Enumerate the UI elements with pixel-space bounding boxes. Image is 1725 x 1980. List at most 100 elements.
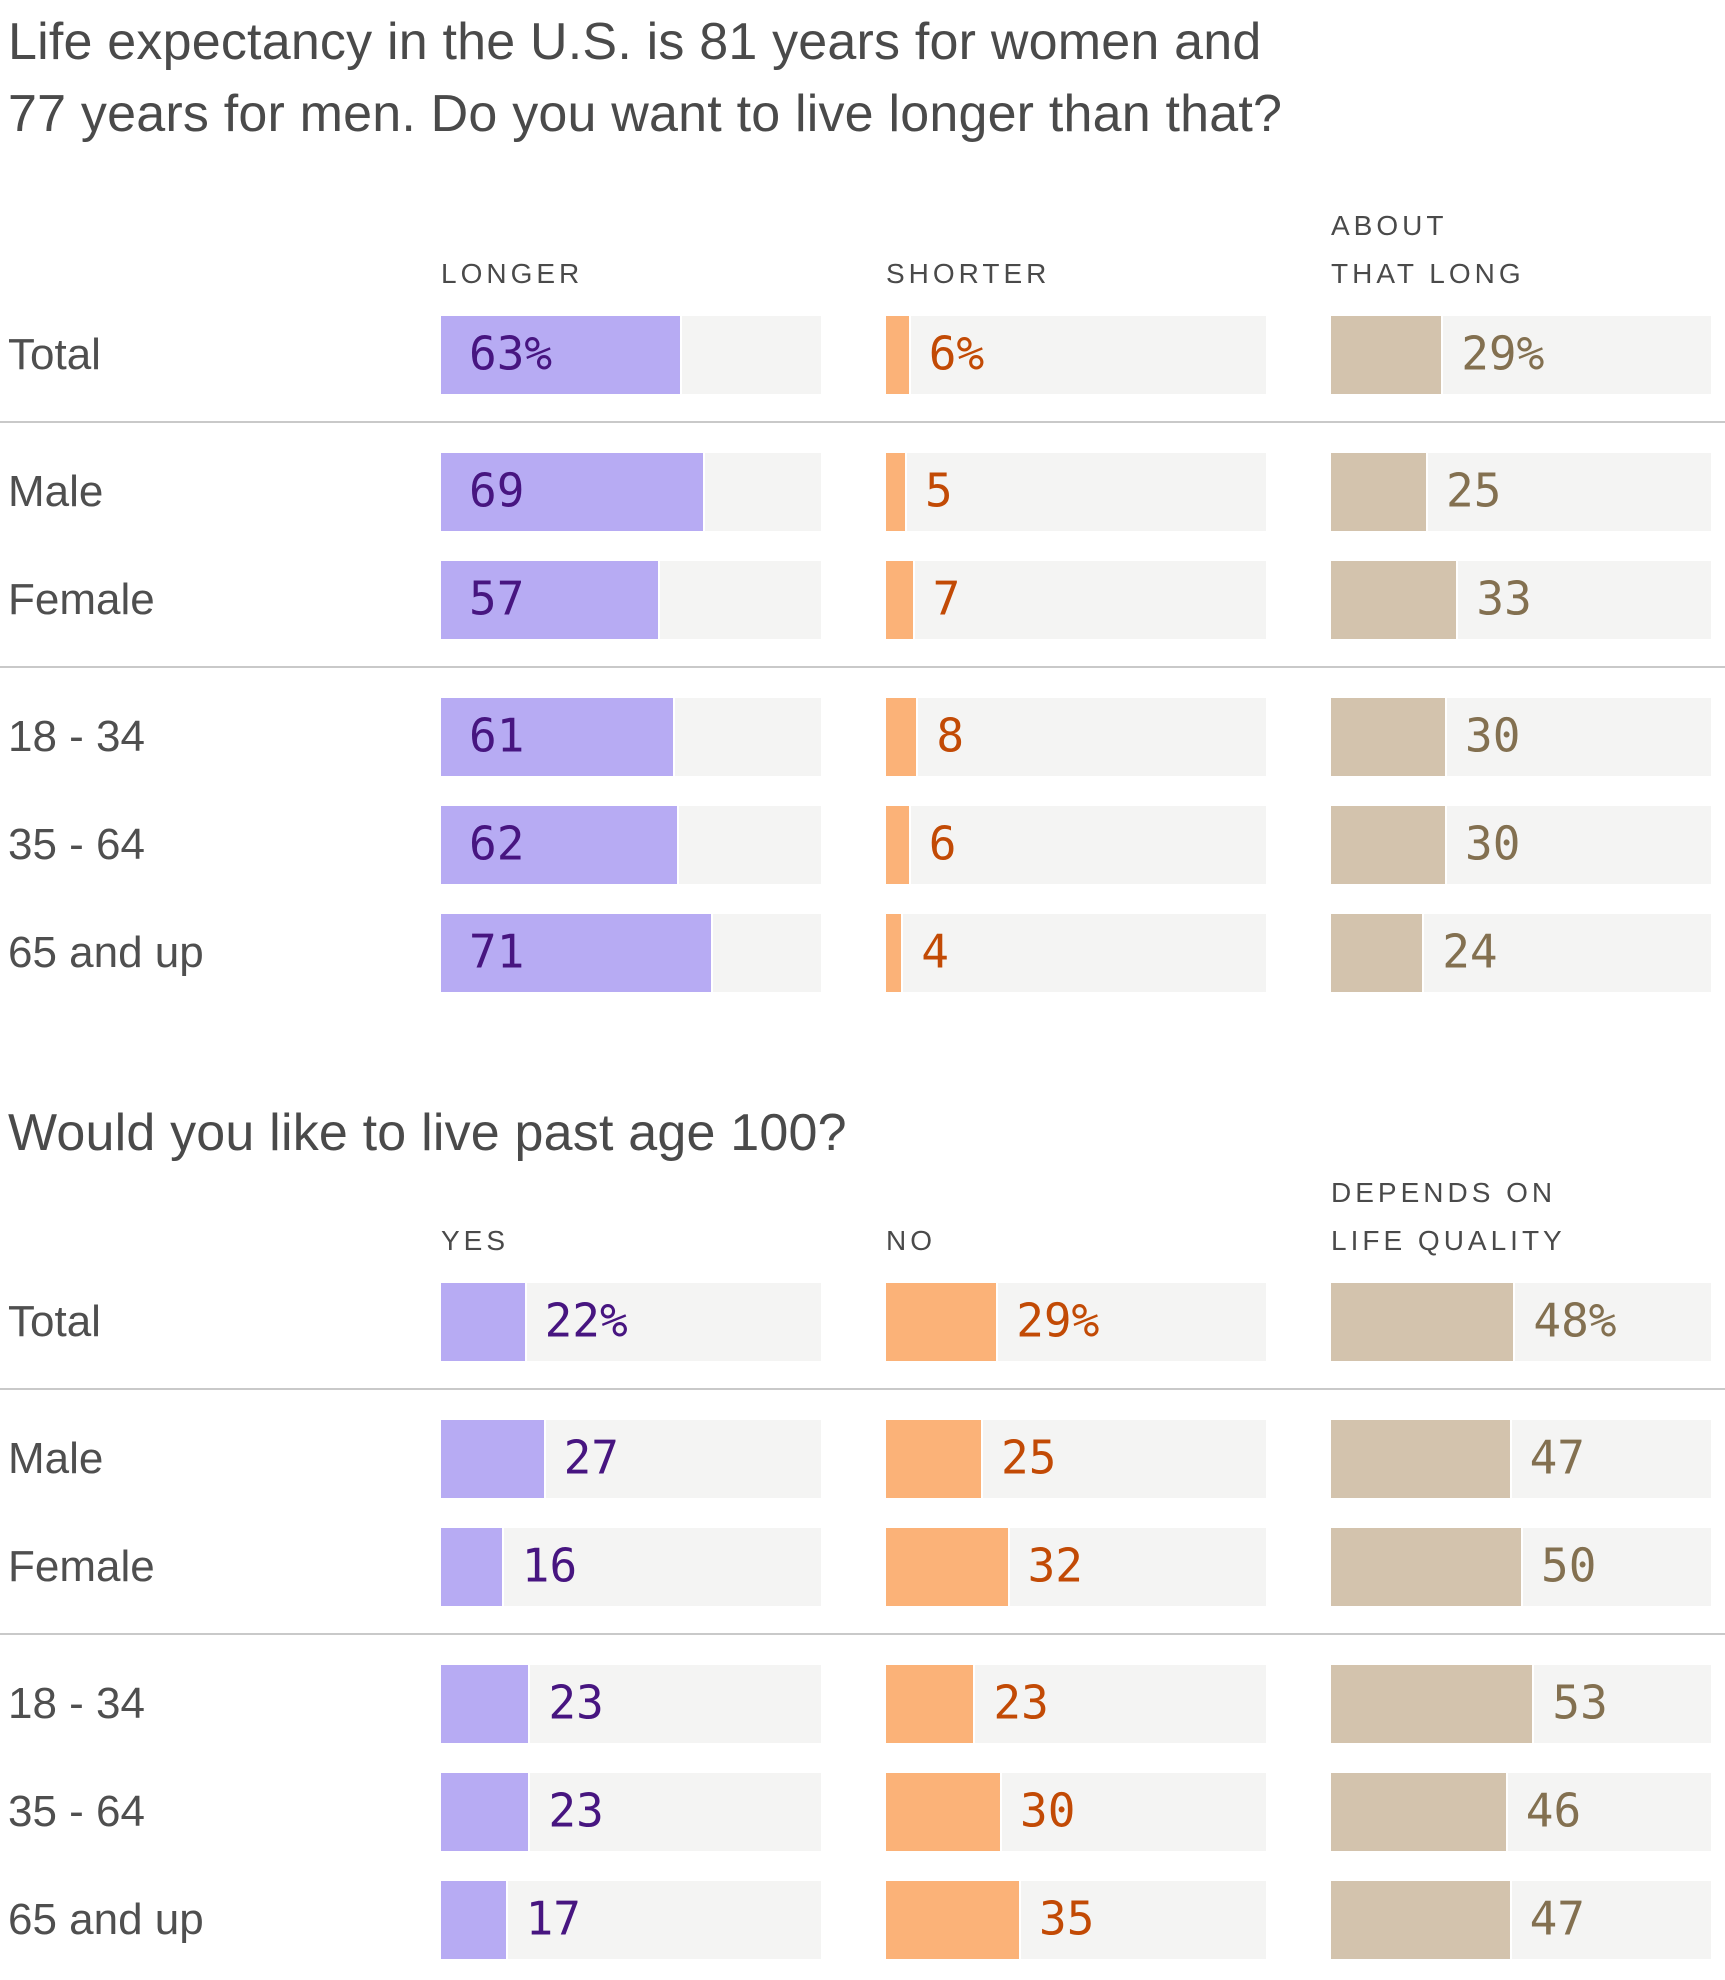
bar-value-label: 23 <box>993 1675 1049 1730</box>
bar-fill <box>886 806 909 884</box>
bar-value-label: 71 <box>469 924 525 979</box>
column-header-about-that-long: ABOUT THAT LONG <box>1331 210 1525 289</box>
bar-track: 47 <box>1331 1420 1711 1498</box>
bar-value-label: 33 <box>1476 571 1532 626</box>
bar-value-label: 57 <box>469 571 525 626</box>
chart2-header-row: YES NO DEPENDS ON LIFE QUALITY <box>8 1169 1717 1265</box>
bar-fill <box>1331 1283 1514 1361</box>
bar-track: 6% <box>886 316 1266 394</box>
chart-groups: Total 22% 29% 48% Male 27 25 47 Female 16 32 50 18 -… <box>0 1283 1725 1959</box>
chart-row: 35 - 64 62 6 30 <box>8 806 1717 884</box>
bar-fill <box>886 453 905 531</box>
bar-track: 23 <box>441 1773 821 1851</box>
column-header-longer: LONGER <box>441 258 584 289</box>
chart2-title: Would you like to live past age 100? <box>8 1104 847 1162</box>
bar-value-label: 23 <box>548 1783 604 1838</box>
row-label: Female <box>8 1542 155 1591</box>
bar-track: 46 <box>1331 1773 1711 1851</box>
bar-value-label: 4 <box>921 924 949 979</box>
bar-fill <box>441 806 677 884</box>
chart-row: 18 - 34 23 23 53 <box>8 1665 1717 1743</box>
bar-value-label: 32 <box>1027 1538 1083 1593</box>
bar-fill <box>441 1420 544 1498</box>
bar-fill <box>441 1283 525 1361</box>
bar-fill <box>441 914 711 992</box>
chart-row: 35 - 64 23 30 46 <box>8 1773 1717 1851</box>
chart-row: 18 - 34 61 8 30 <box>8 698 1717 776</box>
bar-value-label: 17 <box>525 1891 581 1946</box>
bar-value-label: 62 <box>469 816 525 871</box>
bar-fill <box>441 453 704 531</box>
chart-row: Total 22% 29% 48% <box>8 1283 1717 1361</box>
bar-value-label: 22% <box>544 1293 628 1348</box>
group-divider <box>0 1388 1725 1390</box>
bar-track: 23 <box>441 1665 821 1743</box>
bar-track: 71 <box>441 914 821 992</box>
bar-track: 22% <box>441 1283 821 1361</box>
bar-track: 25 <box>1331 453 1711 531</box>
bar-value-label: 53 <box>1552 1675 1608 1730</box>
bar-value-label: 5 <box>925 463 953 518</box>
bar-fill <box>441 698 673 776</box>
row-label: Male <box>8 467 104 516</box>
bar-value-label: 8 <box>936 708 965 763</box>
bar-track: 16 <box>441 1528 821 1606</box>
bar-track: 5 <box>886 453 1266 531</box>
bar-track: 30 <box>1331 806 1711 884</box>
bar-track: 69 <box>441 453 821 531</box>
bar-value-label: 23 <box>548 1675 604 1730</box>
chart-row: Female 57 7 33 <box>8 561 1717 639</box>
bar-track: 17 <box>441 1881 821 1959</box>
bar-value-label: 63% <box>469 326 553 381</box>
chart1-title: Life expectancy in the U.S. is 81 years … <box>8 13 1283 143</box>
bar-track: 35 <box>886 1881 1266 1959</box>
bar-value-label: 69 <box>469 463 525 518</box>
bar-track: 24 <box>1331 914 1711 992</box>
chart-row: Male 27 25 47 <box>8 1420 1717 1498</box>
row-label: 18 - 34 <box>8 1679 145 1728</box>
bar-fill <box>441 316 681 394</box>
row-label: 65 and up <box>8 1895 204 1944</box>
bar-fill <box>1331 1528 1521 1606</box>
bar-fill <box>1331 561 1457 639</box>
bar-track: 53 <box>1331 1665 1711 1743</box>
bar-fill <box>886 1420 981 1498</box>
bar-fill <box>441 561 658 639</box>
bar-fill <box>441 1881 506 1959</box>
bar-track: 50 <box>1331 1528 1711 1606</box>
row-label: Total <box>8 1297 101 1346</box>
bar-fill <box>886 914 902 992</box>
bar-track: 48% <box>1331 1283 1711 1361</box>
bar-track: 62 <box>441 806 821 884</box>
chart-row: 65 and up 71 4 24 <box>8 914 1717 992</box>
row-label: 35 - 64 <box>8 1787 145 1836</box>
bar-value-label: 46 <box>1525 1783 1582 1838</box>
bar-value-label: 27 <box>563 1430 619 1485</box>
row-label: 65 and up <box>8 928 204 977</box>
bar-fill <box>441 1665 529 1743</box>
bar-track: 29% <box>1331 316 1711 394</box>
bar-track: 29% <box>886 1283 1266 1361</box>
column-header-shorter: SHORTER <box>886 258 1051 289</box>
bar-value-label: 50 <box>1541 1538 1597 1593</box>
bar-value-label: 29% <box>1016 1293 1100 1348</box>
column-header-no: NO <box>886 1225 936 1256</box>
row-label: Female <box>8 575 155 624</box>
bar-value-label: 6% <box>928 326 985 381</box>
bar-track: 61 <box>441 698 821 776</box>
bar-value-label: 61 <box>469 708 525 763</box>
chart-row: Female 16 32 50 <box>8 1528 1717 1606</box>
bar-fill <box>1331 914 1423 992</box>
bar-track: 23 <box>886 1665 1266 1743</box>
bar-track: 30 <box>886 1773 1266 1851</box>
bar-fill <box>886 1773 1000 1851</box>
chart-row: Male 69 5 25 <box>8 453 1717 531</box>
chart-groups: Total 63% 6% 29% Male 69 5 25 Female 57 7 33 18 - 34… <box>0 316 1725 992</box>
bar-value-label: 30 <box>1465 816 1521 871</box>
group-divider <box>0 1633 1725 1635</box>
column-header-yes: YES <box>441 1225 510 1256</box>
bar-track: 63% <box>441 316 821 394</box>
bar-track: 33 <box>1331 561 1711 639</box>
bar-track: 6 <box>886 806 1266 884</box>
bar-value-label: 25 <box>1001 1430 1057 1485</box>
